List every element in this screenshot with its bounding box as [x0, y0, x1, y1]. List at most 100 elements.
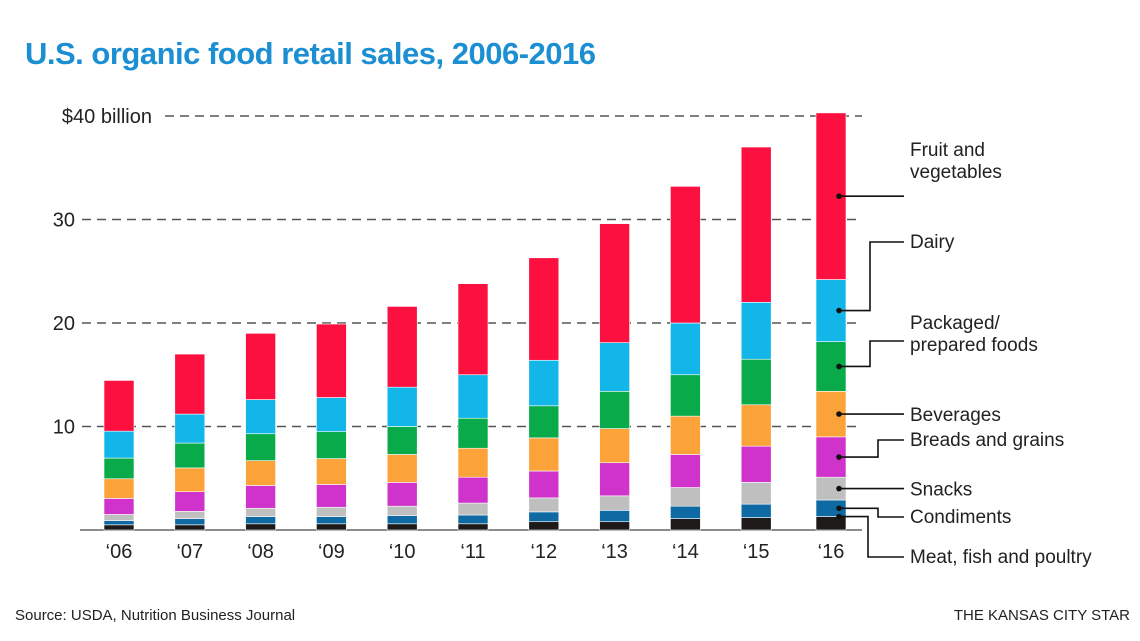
- legend-leader-line: [839, 439, 904, 458]
- bar-segment: [386, 426, 418, 455]
- y-tick-label: $40 billion: [62, 106, 152, 128]
- x-tick-label: ‘11: [460, 541, 485, 563]
- bar-segment: [386, 306, 418, 388]
- bar-segment: [316, 431, 347, 459]
- bar-segment: [670, 374, 701, 417]
- legend-label: Condiments: [910, 507, 1011, 528]
- bar-segment: [528, 359, 560, 407]
- bar-stack: [386, 306, 418, 531]
- bar-segment: [740, 517, 772, 531]
- bar-segment: [245, 433, 276, 461]
- bar-segment: [316, 484, 347, 508]
- x-tick-label: ‘09: [318, 541, 345, 563]
- bar-segment: [174, 467, 206, 493]
- legend-leader-line: [839, 340, 904, 368]
- bar-segment: [386, 386, 418, 427]
- bar-segment: [528, 497, 560, 513]
- bar-stack: [670, 186, 701, 531]
- bar-segment: [528, 437, 560, 472]
- legend-label: Packaged/: [910, 313, 1001, 334]
- bar-segment: [670, 322, 701, 376]
- x-tick-label: ‘07: [176, 541, 203, 563]
- bar-segment: [245, 399, 276, 435]
- bar-segment: [245, 516, 276, 525]
- bar-stack: [815, 112, 847, 531]
- legend-label: Fruit and: [910, 140, 985, 161]
- bar-segment: [245, 507, 276, 517]
- bar-segment: [599, 521, 630, 531]
- bar-segment: [174, 511, 206, 519]
- bar-stack: [599, 223, 630, 531]
- bar-segment: [670, 454, 701, 488]
- x-tick-label: ‘15: [743, 541, 770, 563]
- legend-label: Breads and grains: [910, 430, 1064, 451]
- bar-segment: [599, 223, 630, 343]
- bar-segment: [174, 524, 206, 531]
- bars: [103, 112, 847, 531]
- bar-segment: [386, 482, 418, 507]
- publisher-credit: THE KANSAS CITY STAR: [953, 607, 1130, 624]
- chart-title: U.S. organic food retail sales, 2006-201…: [25, 36, 596, 71]
- bar-segment: [316, 506, 347, 517]
- y-axis: 10 20 30 $40 billion: [53, 106, 152, 439]
- x-tick-label: ‘08: [247, 541, 274, 563]
- bar-segment: [670, 518, 701, 531]
- bar-segment: [103, 498, 135, 515]
- bar-segment: [457, 374, 489, 419]
- bar-segment: [245, 460, 276, 486]
- bar-stack: [740, 146, 772, 531]
- x-tick-label: ‘14: [672, 541, 699, 563]
- x-tick-label: ‘06: [106, 541, 133, 563]
- bar-segment: [457, 523, 489, 531]
- bar-segment: [670, 186, 701, 324]
- bar-segment: [599, 495, 630, 511]
- bar-stack: [174, 353, 206, 531]
- bar-segment: [457, 514, 489, 525]
- y-tick-label: 20: [53, 313, 75, 335]
- x-tick-label: ‘10: [389, 541, 416, 563]
- x-tick-label: ‘13: [601, 541, 628, 563]
- bar-segment: [174, 518, 206, 526]
- bar-segment: [386, 454, 418, 483]
- bar-segment: [103, 380, 135, 432]
- bar-segment: [457, 447, 489, 478]
- bar-segment: [245, 523, 276, 531]
- bar-segment: [103, 478, 135, 499]
- bar-segment: [670, 505, 701, 519]
- bar-segment: [174, 353, 206, 415]
- y-tick-label: 10: [53, 417, 75, 439]
- legend-leader-line: [839, 241, 904, 312]
- y-tick-label: 30: [53, 210, 75, 232]
- bar-segment: [528, 257, 560, 361]
- legend-label: Meat, fish and poultry: [910, 547, 1092, 568]
- bar-segment: [174, 413, 206, 444]
- bar-segment: [174, 442, 206, 469]
- legend-label: prepared foods: [910, 335, 1038, 356]
- bar-segment: [386, 515, 418, 525]
- legend-leader-line: [839, 515, 904, 558]
- bar-segment: [599, 462, 630, 497]
- x-axis: ‘06 ‘07 ‘08 ‘09 ‘10 ‘11 ‘12 ‘13 ‘14 ‘15 ‘16: [106, 541, 845, 563]
- bar-segment: [740, 404, 772, 447]
- bar-segment: [386, 505, 418, 516]
- legend-leader-line: [839, 507, 904, 518]
- legend-label: Dairy: [910, 232, 955, 253]
- bar-segment: [670, 415, 701, 455]
- bar-segment: [740, 482, 772, 505]
- bar-segment: [174, 491, 206, 512]
- bar-segment: [316, 523, 347, 531]
- bar-segment: [457, 417, 489, 449]
- bar-segment: [599, 510, 630, 523]
- legend-label: Snacks: [910, 480, 972, 501]
- bar-segment: [103, 524, 135, 531]
- bar-segment: [528, 511, 560, 523]
- bar-segment: [740, 445, 772, 483]
- bar-segment: [599, 428, 630, 464]
- bar-segment: [528, 470, 560, 499]
- bar-segment: [316, 458, 347, 485]
- bar-segment: [103, 430, 135, 459]
- bar-segment: [740, 358, 772, 406]
- bar-segment: [670, 487, 701, 507]
